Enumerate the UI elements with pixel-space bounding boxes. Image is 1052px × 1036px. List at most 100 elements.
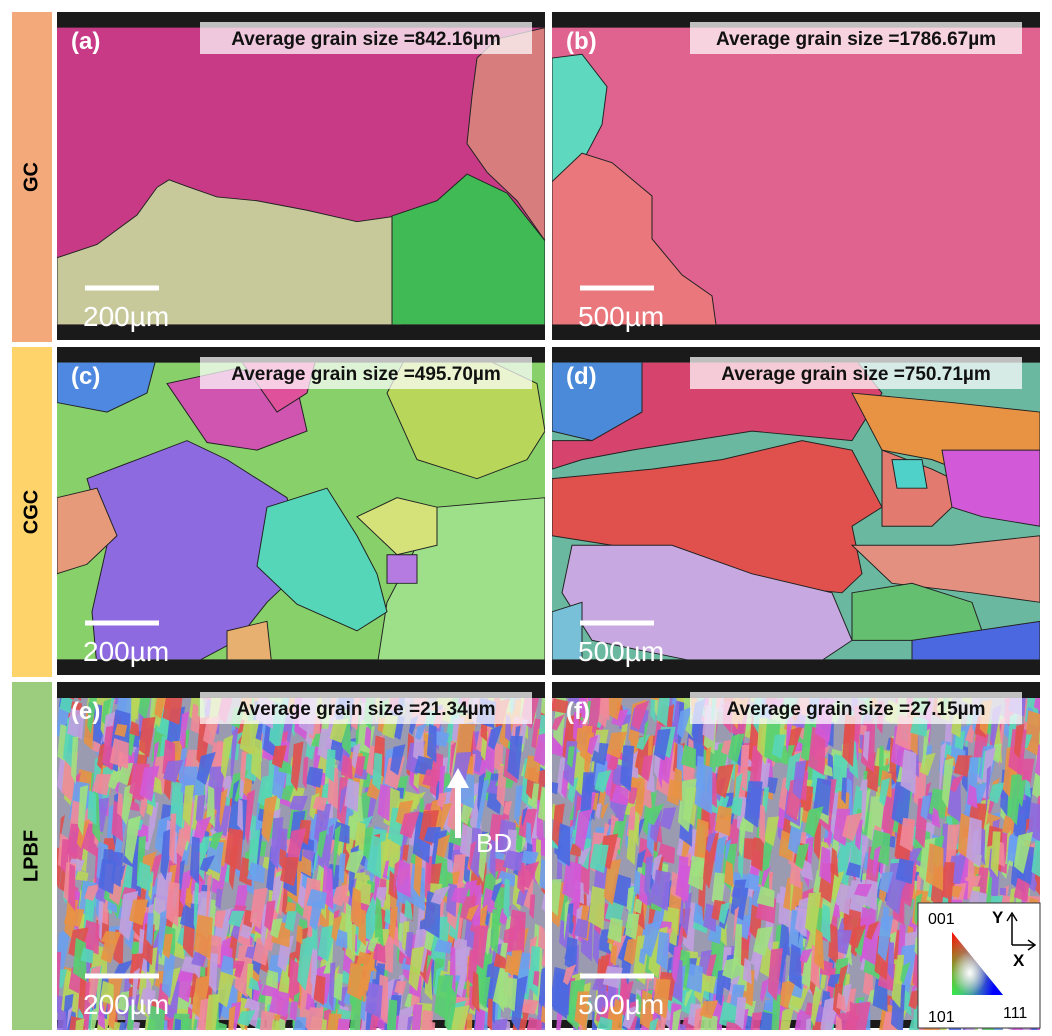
grain	[491, 1018, 508, 1031]
grain	[672, 945, 682, 984]
grain	[345, 849, 366, 874]
grain	[641, 755, 653, 782]
grain	[71, 736, 79, 784]
grain	[214, 805, 231, 837]
grain	[185, 887, 192, 909]
grain	[562, 860, 582, 902]
grain	[466, 904, 480, 921]
grain	[540, 698, 545, 715]
grain	[634, 787, 645, 817]
caption-box	[200, 357, 532, 389]
grain	[899, 817, 916, 852]
grain	[488, 725, 503, 750]
grain	[552, 803, 565, 848]
grain	[113, 959, 134, 977]
grain	[98, 859, 117, 895]
grain	[795, 843, 810, 870]
grain	[107, 769, 124, 790]
grain	[129, 720, 140, 737]
panel-tag: (d)	[566, 363, 597, 390]
grain	[306, 888, 327, 910]
grain	[97, 698, 101, 701]
grain	[249, 887, 268, 930]
grain	[193, 816, 212, 844]
grain	[234, 884, 249, 913]
grain	[411, 1004, 423, 1031]
grain	[985, 765, 992, 813]
grain	[466, 1012, 473, 1031]
grain	[739, 745, 750, 792]
grain	[900, 749, 917, 795]
grain	[887, 941, 895, 981]
grain	[642, 719, 649, 752]
grain	[563, 900, 570, 941]
grain	[841, 777, 847, 805]
grain	[694, 762, 713, 815]
grain	[595, 803, 602, 820]
grain	[66, 1005, 74, 1031]
grain	[100, 939, 119, 964]
grain	[182, 784, 195, 826]
grain	[293, 1016, 307, 1031]
grain	[205, 994, 220, 1031]
axis-label: Y	[992, 908, 1004, 927]
grain-map	[552, 362, 1040, 660]
grain	[650, 698, 657, 723]
grain	[430, 885, 451, 905]
grain	[237, 798, 244, 832]
grain	[154, 871, 173, 919]
grain	[788, 943, 802, 990]
grain	[317, 829, 328, 859]
grain	[228, 1005, 236, 1031]
panel-tag: (c)	[71, 363, 100, 390]
micrograph-panel: Average grain size =750.71µm (d) 500µm	[552, 347, 1040, 675]
grain	[778, 885, 787, 932]
grain	[633, 898, 643, 914]
grain	[564, 946, 578, 962]
legend-corner: 111	[1003, 1005, 1027, 1022]
grain	[280, 856, 300, 887]
grain	[671, 1008, 682, 1031]
grain	[226, 620, 272, 660]
grain	[196, 751, 216, 785]
grain	[552, 53, 608, 183]
grain	[552, 879, 562, 917]
grain	[284, 911, 297, 932]
grain	[377, 783, 391, 822]
grain	[552, 698, 569, 714]
grain	[742, 957, 752, 985]
grain	[819, 846, 832, 884]
grain	[827, 973, 842, 989]
grain	[521, 806, 528, 827]
grain	[1009, 888, 1017, 906]
scale-label: 200µm	[83, 636, 169, 667]
grain	[984, 822, 990, 865]
grain	[757, 717, 768, 758]
grain	[651, 853, 663, 883]
grain	[422, 769, 442, 788]
grain	[328, 962, 336, 1012]
grain	[777, 979, 797, 1009]
grain-size-caption: Average grain size =21.34µm	[237, 699, 496, 720]
grain	[891, 781, 912, 828]
grain	[814, 928, 825, 971]
grain	[519, 861, 540, 889]
grain	[390, 744, 406, 776]
grain	[526, 1017, 543, 1031]
grain	[675, 865, 692, 902]
grain	[541, 944, 545, 967]
grain	[718, 1001, 739, 1030]
grain	[391, 173, 545, 325]
grain	[213, 910, 226, 930]
grain	[386, 362, 545, 480]
grain	[139, 987, 156, 1008]
micrograph-panel: Average grain size =1786.67µm (b) 500µm	[552, 12, 1040, 340]
grain	[157, 909, 169, 959]
grain	[178, 859, 185, 898]
grain	[953, 755, 973, 778]
grain	[199, 855, 216, 873]
grain	[87, 790, 97, 826]
grain	[67, 708, 85, 740]
grain	[240, 751, 247, 785]
grain	[138, 698, 151, 720]
